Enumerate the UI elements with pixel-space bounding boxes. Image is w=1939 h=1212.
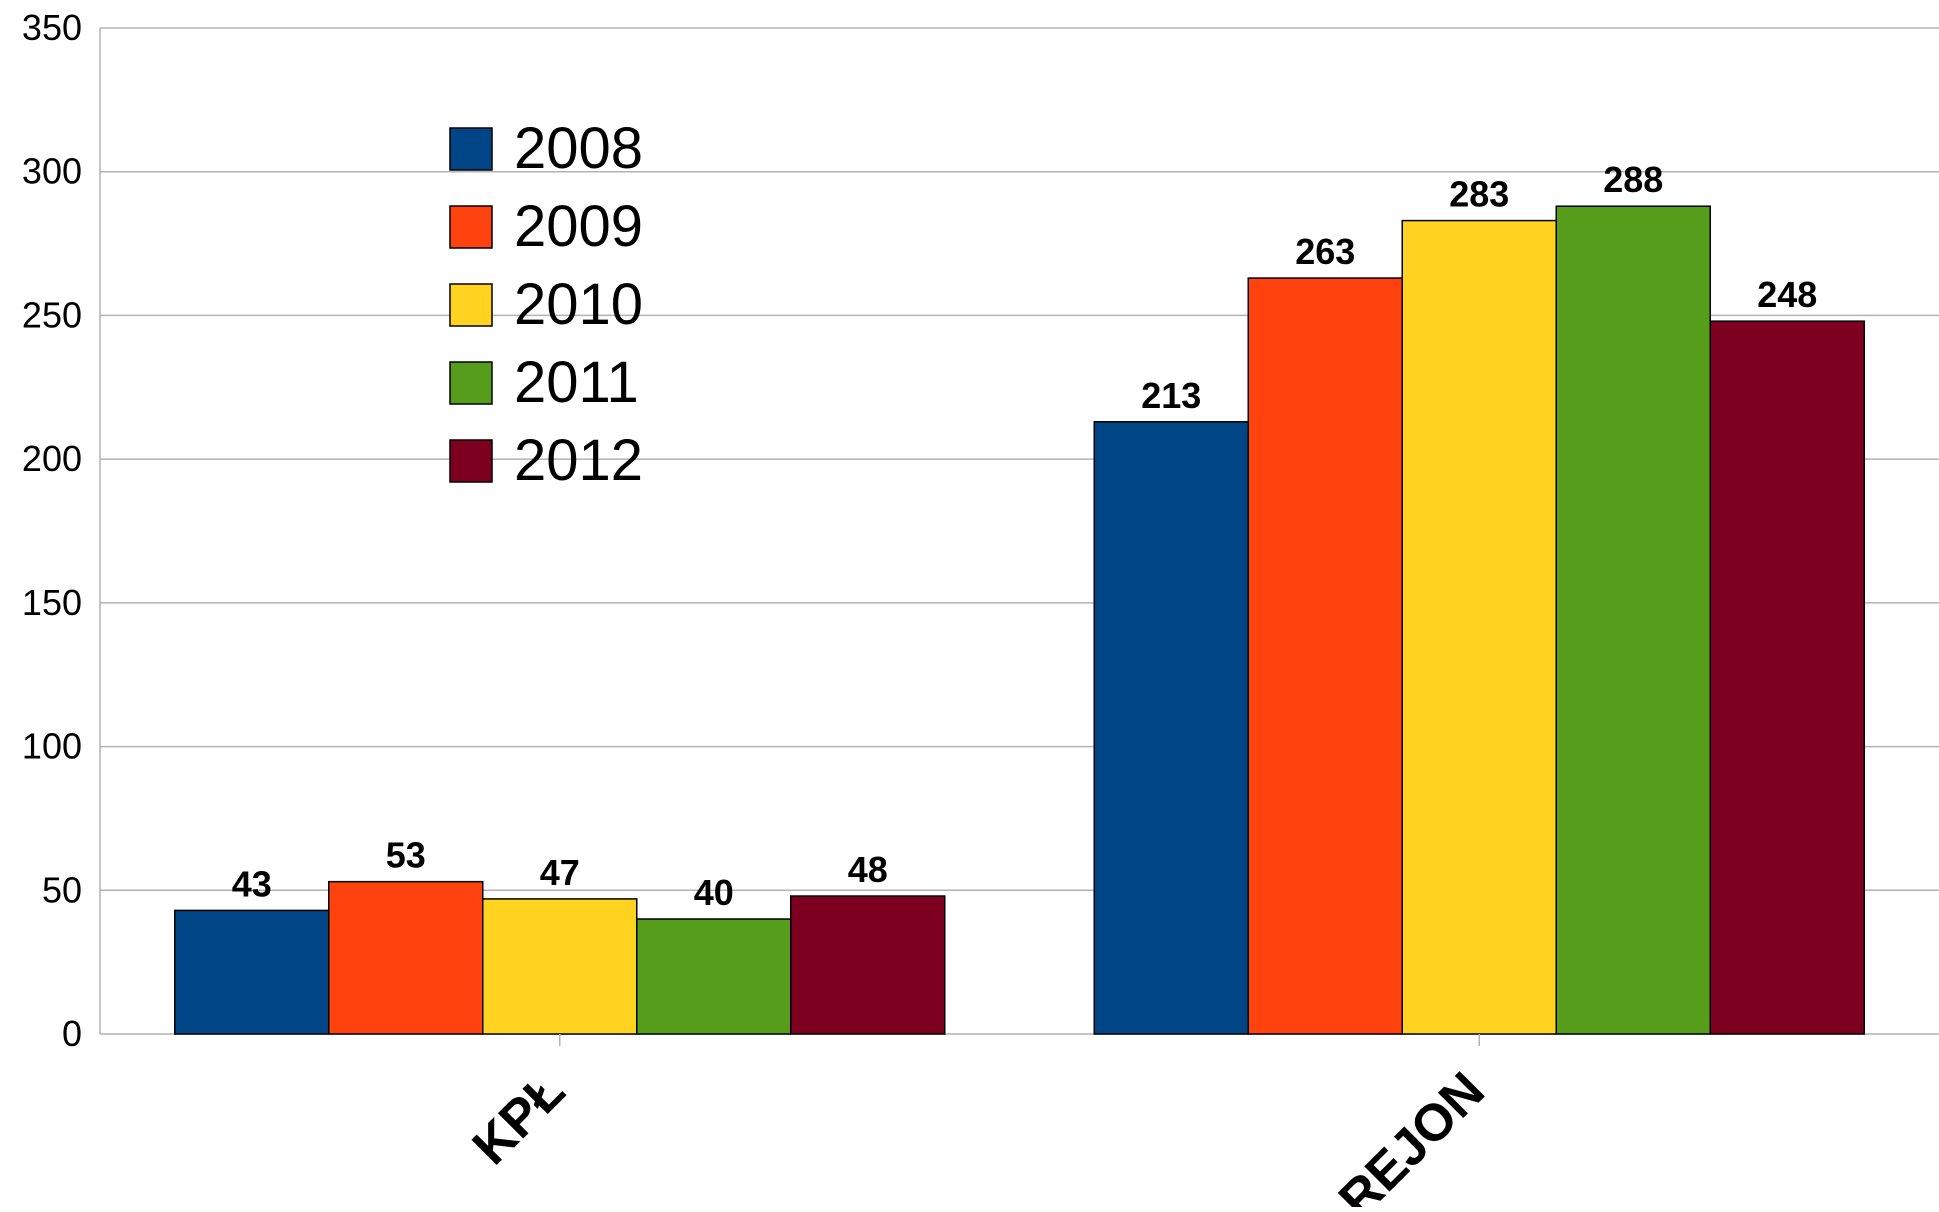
bar-2008-kpł <box>174 909 330 1035</box>
bar-2012-kpł <box>790 895 946 1035</box>
legend-label: 2011 <box>514 350 639 415</box>
legend-label: 2010 <box>514 272 643 337</box>
bar-2010-rejon <box>1401 219 1557 1035</box>
y-tick-label: 200 <box>22 438 82 479</box>
bar-2011-kpł <box>636 918 792 1035</box>
y-axis-ticks: 0 50 100 150 200 250 300 350 <box>22 7 82 1054</box>
data-labels: 43 53 47 40 48 213 263 283 288 248 <box>232 159 1818 913</box>
bar-2008-rejon <box>1093 421 1249 1035</box>
bar-2011-rejon <box>1555 205 1711 1035</box>
y-tick-label: 0 <box>62 1013 82 1054</box>
bar-2010-kpł <box>482 898 638 1035</box>
data-label: 263 <box>1295 231 1355 272</box>
data-label: 43 <box>232 863 272 904</box>
data-label: 248 <box>1757 274 1817 315</box>
bar-2009-rejon <box>1247 277 1403 1035</box>
data-label: 283 <box>1449 174 1509 215</box>
bars <box>174 205 1865 1035</box>
legend-swatch <box>449 283 493 327</box>
data-label: 40 <box>694 872 734 913</box>
legend-label: 2008 <box>514 116 643 181</box>
y-tick-label: 350 <box>22 7 82 48</box>
x-category-label: REJON <box>1328 1061 1496 1207</box>
y-tick-label: 250 <box>22 294 82 335</box>
data-label: 213 <box>1141 375 1201 416</box>
x-category-label: KPŁ <box>462 1061 577 1176</box>
legend-label: 2009 <box>514 194 643 259</box>
y-tick-label: 300 <box>22 151 82 192</box>
bar-2012-rejon <box>1709 320 1865 1035</box>
legend-swatch <box>449 439 493 483</box>
y-tick-label: 150 <box>22 582 82 623</box>
legend-swatch <box>449 361 493 405</box>
data-label: 288 <box>1603 159 1663 200</box>
y-tick-label: 100 <box>22 726 82 767</box>
bar-2009-kpł <box>328 880 484 1035</box>
legend-swatch <box>449 127 493 171</box>
data-label: 53 <box>386 835 426 876</box>
data-label: 47 <box>540 852 580 893</box>
legend: 2008 2009 2010 2011 2012 <box>449 116 643 493</box>
legend-label: 2012 <box>514 428 643 493</box>
data-label: 48 <box>848 849 888 890</box>
y-tick-label: 50 <box>42 869 82 910</box>
x-axis: KPŁ REJON <box>462 1034 1496 1212</box>
legend-swatch <box>449 205 493 249</box>
